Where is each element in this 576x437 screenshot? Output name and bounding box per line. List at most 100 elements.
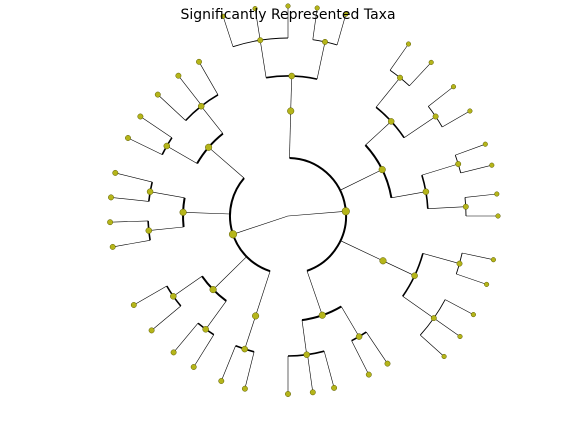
taxon-node <box>170 349 177 356</box>
taxon-node <box>378 166 386 174</box>
cladogram-edges <box>110 6 498 394</box>
clade-branch <box>244 315 256 350</box>
taxon-node <box>175 72 182 79</box>
taxon-node <box>441 353 447 360</box>
taxon-node <box>456 260 463 267</box>
clade-branch <box>375 77 401 108</box>
clade-branch <box>127 137 163 155</box>
taxon-node <box>228 230 238 239</box>
taxon-node <box>397 74 403 81</box>
clade-branch <box>341 306 360 337</box>
clade-branch <box>166 145 198 164</box>
clade-branch <box>409 62 432 87</box>
taxon-node <box>170 293 177 300</box>
taxon-node <box>196 58 202 65</box>
taxon-node <box>252 6 258 12</box>
taxon-node <box>190 364 197 370</box>
clade-branch <box>222 16 234 47</box>
clade-branch <box>208 147 245 179</box>
clade-branch <box>150 191 185 199</box>
taxon-node <box>387 118 395 125</box>
taxon-node <box>457 333 463 340</box>
taxon-node <box>494 191 500 197</box>
taxon-node <box>285 391 291 397</box>
taxon-node <box>205 143 213 151</box>
clade-branch <box>212 256 247 290</box>
clade-branch <box>221 345 236 382</box>
clade-branch <box>366 331 388 364</box>
taxon-node <box>314 5 320 11</box>
taxon-node <box>287 107 295 115</box>
taxon-node <box>405 41 412 47</box>
clade-branch <box>259 40 267 78</box>
taxon-node <box>218 378 225 384</box>
taxon-node <box>467 108 473 114</box>
clade-branch <box>112 240 151 248</box>
clade-branch <box>110 220 149 223</box>
clade-branch <box>140 116 173 138</box>
clade-branch <box>421 163 459 176</box>
clade-branch <box>312 7 318 40</box>
clade-branch <box>148 226 184 231</box>
taxon-node <box>154 91 161 98</box>
taxon-node <box>432 113 439 120</box>
root-node <box>287 215 289 217</box>
taxon-node <box>318 311 326 319</box>
taxon-node <box>331 384 338 391</box>
taxon-node <box>202 326 209 333</box>
clade-branch <box>403 116 436 138</box>
taxon-node <box>322 38 328 45</box>
taxon-node <box>470 312 476 318</box>
clade-branch <box>389 43 409 71</box>
taxon-node <box>220 13 226 19</box>
taxon-node <box>482 141 488 147</box>
taxon-node <box>179 208 187 216</box>
taxon-node <box>490 257 496 263</box>
clade-branch <box>391 191 426 199</box>
taxon-node <box>285 3 291 9</box>
taxon-node <box>148 327 155 334</box>
taxon-node <box>303 351 310 358</box>
taxon-node <box>145 227 153 234</box>
taxon-node <box>137 113 144 120</box>
taxon-node <box>343 11 349 17</box>
taxon-node <box>365 371 372 378</box>
clade-branch <box>193 334 215 368</box>
clade-branch <box>306 270 323 316</box>
taxon-node <box>288 72 295 80</box>
clade-branch <box>462 252 494 260</box>
clade-branch <box>173 275 203 297</box>
taxon-node <box>146 188 154 195</box>
taxon-node <box>257 37 264 44</box>
clade-branch <box>254 8 261 41</box>
taxon-node <box>130 302 137 308</box>
clade-branch <box>301 320 307 355</box>
taxon-node <box>495 213 501 219</box>
clade-arc <box>228 177 271 273</box>
clade-branch <box>336 14 347 45</box>
taxon-node <box>163 142 171 150</box>
clade-branch <box>287 211 346 217</box>
clade-branch <box>307 354 314 393</box>
taxon-node <box>197 102 205 110</box>
clade-branch <box>290 75 292 112</box>
taxon-node <box>384 360 391 367</box>
clade-branch <box>316 41 326 80</box>
clade-branch <box>460 164 492 174</box>
clade-branch <box>323 351 335 388</box>
clade-branch <box>464 193 497 198</box>
clade-branch <box>455 143 486 156</box>
cladogram-nodes <box>107 3 501 397</box>
clade-branch <box>445 299 474 315</box>
clade-branch <box>422 253 460 264</box>
taxon-node <box>411 272 418 279</box>
clade-branch <box>339 169 383 191</box>
taxon-node <box>107 219 114 226</box>
clade-branch <box>178 75 203 106</box>
taxon-node <box>430 315 437 322</box>
clade-branch <box>110 197 149 202</box>
taxon-node <box>309 389 316 396</box>
clade-branch <box>442 110 471 128</box>
